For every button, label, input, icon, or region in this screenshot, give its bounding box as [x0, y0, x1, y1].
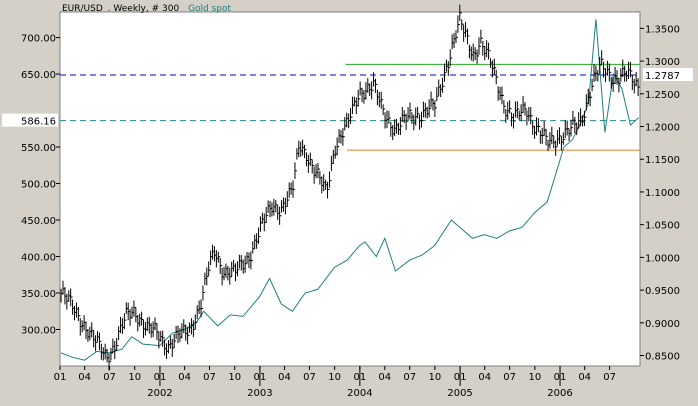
- right-axis-ticks: 1.3500 1.3000 1.2500 1.2000 1.1500 1.1000 1.05…: [640, 24, 680, 363]
- x-month-label: 04: [78, 372, 91, 383]
- x-month-label: 07: [203, 372, 216, 383]
- x-axis-ticks: 01 04 07 10 01 04 07 10 01 04 07 10 01 04 07 10 01 04 07 10…: [54, 366, 616, 399]
- left-tick-label: 350.00: [21, 289, 56, 300]
- right-tick-label: 0.8500: [645, 352, 680, 363]
- x-month-label: 10: [528, 372, 541, 383]
- x-month-label: 04: [378, 372, 391, 383]
- left-tick-label: 650.00: [21, 70, 56, 81]
- left-tick-label: 500.00: [21, 180, 56, 191]
- x-year-label: 2004: [347, 388, 372, 399]
- x-month-label: 07: [603, 372, 616, 383]
- gold-spot-series: [60, 19, 639, 361]
- right-tick-label: 1.2000: [645, 123, 680, 134]
- eurusd-series: [60, 4, 641, 371]
- left-tick-label: 700.00: [21, 34, 56, 45]
- x-month-label: 04: [578, 372, 591, 383]
- right-tick-label: 1.3000: [645, 57, 680, 68]
- right-tick-label: 1.0500: [645, 221, 680, 232]
- x-month-label: 07: [403, 372, 416, 383]
- legend-title: EUR/USD . Weekly, # 300 Gold spot: [62, 4, 232, 14]
- reference-label-bg-0: [643, 68, 693, 82]
- left-tick-label: 300.00: [21, 326, 56, 337]
- left-axis-ticks: 700.00 650.00 550.00 500.00 450.00 400.00 350.…: [21, 34, 60, 337]
- legend-eurusd: EUR/USD: [62, 4, 103, 14]
- left-tick-label: 450.00: [21, 216, 56, 227]
- x-year-label: 2002: [147, 388, 172, 399]
- x-month-label: 10: [328, 372, 341, 383]
- x-month-label: 04: [278, 372, 291, 383]
- x-year-label: 2005: [447, 388, 472, 399]
- x-month-label: 10: [228, 372, 241, 383]
- left-tick-label: 550.00: [21, 143, 56, 154]
- reference-label-bg-1: [2, 113, 58, 127]
- x-month-label: 10: [429, 372, 442, 383]
- x-year-label: 2006: [547, 388, 572, 399]
- gold-spot-line: [60, 19, 639, 361]
- right-tick-label: 1.1000: [645, 188, 680, 199]
- x-month-label: 04: [478, 372, 491, 383]
- right-tick-label: 0.9000: [645, 319, 680, 330]
- right-tick-label: 0.9500: [645, 286, 680, 297]
- right-tick-label: 1.1500: [645, 155, 680, 166]
- right-tick-label: 1.2500: [645, 90, 680, 101]
- left-tick-label: 400.00: [21, 253, 56, 264]
- reference-label-0: 1.2787: [645, 71, 680, 82]
- reference-line-labels: 1.2787 586.16: [2, 68, 693, 128]
- x-month-label: 07: [303, 372, 316, 383]
- right-tick-label: 1.0000: [645, 253, 680, 264]
- legend-period: . Weekly, # 300: [108, 4, 180, 14]
- plot-area: [59, 11, 641, 367]
- legend-gold: Gold spot: [188, 4, 231, 14]
- x-year-label: 2003: [247, 388, 272, 399]
- x-month-label: 10: [128, 372, 141, 383]
- x-month-label: 01: [54, 372, 67, 383]
- x-month-label: 07: [503, 372, 516, 383]
- x-month-label: 04: [178, 372, 191, 383]
- right-tick-label: 1.3500: [645, 24, 680, 35]
- x-month-label: 07: [103, 372, 116, 383]
- reference-label-1: 586.16: [21, 117, 56, 128]
